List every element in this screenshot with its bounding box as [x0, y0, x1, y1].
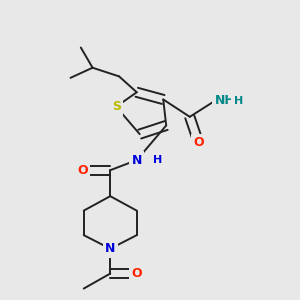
Text: O: O [77, 164, 88, 177]
Text: H: H [234, 96, 243, 106]
Text: H: H [153, 155, 162, 165]
Text: O: O [193, 136, 204, 149]
Text: S: S [112, 100, 121, 113]
Text: N: N [105, 242, 116, 255]
Text: N: N [132, 154, 142, 166]
Text: O: O [131, 267, 142, 280]
Text: NH: NH [215, 94, 236, 107]
